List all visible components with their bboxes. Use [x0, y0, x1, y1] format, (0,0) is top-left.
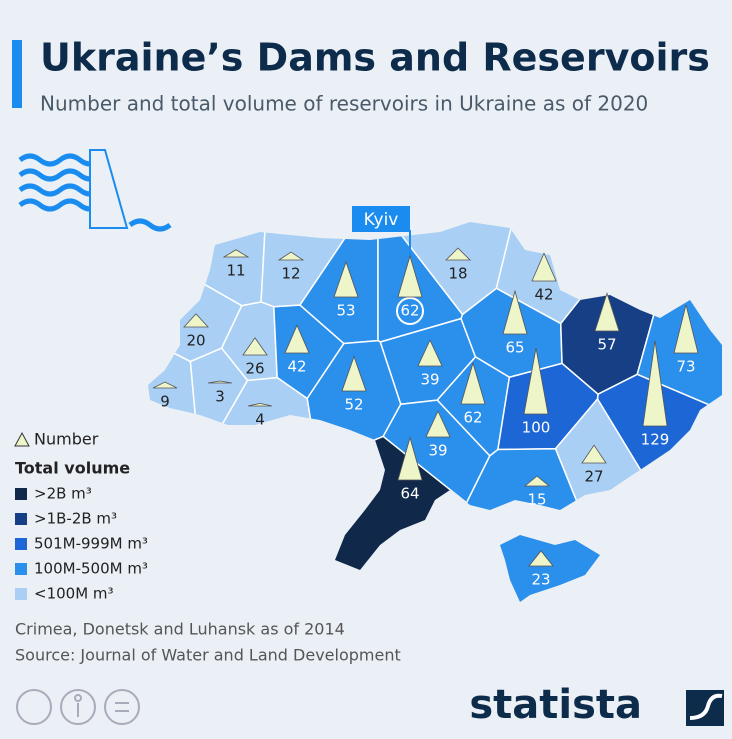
- number-triangle: [594, 292, 620, 332]
- subtitle: Number and total volume of reservoirs in…: [40, 92, 648, 116]
- number-triangle: [284, 324, 310, 354]
- number-label: 27: [584, 468, 603, 486]
- legend-title: Total volume: [15, 459, 130, 478]
- number-triangle: [397, 436, 423, 481]
- legend-label: 100M-500M m³: [34, 560, 148, 578]
- number-triangle: [183, 313, 209, 328]
- number-label: 100: [522, 419, 551, 437]
- number-label: 42: [534, 286, 553, 304]
- legend-triangle: [14, 431, 30, 447]
- number-label: 42: [287, 358, 306, 376]
- legend: Number Total volume >2B m³ >1B-2B m³ 501M-…: [14, 430, 148, 603]
- source: Source: Journal of Water and Land Develo…: [15, 646, 401, 665]
- number-label: 26: [245, 360, 264, 378]
- number-triangle: [642, 340, 668, 427]
- license-icons: [16, 689, 140, 725]
- number-triangle: [523, 347, 549, 415]
- map: [148, 222, 722, 602]
- number-label: 65: [505, 339, 524, 357]
- number-triangle: [523, 475, 551, 487]
- number-label: 23: [531, 571, 550, 589]
- number-triangle: [333, 260, 359, 298]
- number-triangle: [460, 361, 486, 405]
- number-label: 53: [336, 302, 355, 320]
- number-triangle: [425, 410, 451, 438]
- number-triangle: [528, 550, 554, 567]
- legend-label: 501M-999M m³: [34, 535, 148, 553]
- legend-swatch: [15, 488, 27, 500]
- number-triangle: [152, 381, 178, 389]
- number-label: 64: [400, 485, 419, 503]
- number-label: 62: [400, 302, 419, 320]
- legend-number: Number: [34, 430, 99, 449]
- legend-label: >1B-2B m³: [34, 510, 117, 528]
- number-label: 39: [420, 371, 439, 389]
- region: [169, 376, 319, 602]
- number-label: 73: [676, 358, 695, 376]
- number-label: 4: [255, 411, 265, 429]
- number-triangle: [207, 380, 233, 384]
- number-triangle: [502, 289, 528, 335]
- brand-logo: [686, 690, 724, 726]
- number-triangle: [341, 355, 367, 392]
- number-label: 52: [344, 396, 363, 414]
- number-triangle: [397, 254, 423, 298]
- number-label: 129: [641, 431, 670, 449]
- number-label: 18: [448, 265, 467, 283]
- number-triangle: [247, 402, 273, 407]
- number-label: 3: [215, 388, 225, 406]
- number-label: 62: [463, 409, 482, 427]
- legend-swatch: [15, 513, 27, 525]
- title: Ukraine’s Dams and Reservoirs: [40, 36, 710, 80]
- number-label: 57: [597, 336, 616, 354]
- kyiv-marker: [396, 297, 424, 325]
- number-triangle: [222, 249, 250, 258]
- number-label: 9: [160, 393, 170, 411]
- legend-swatch: [15, 588, 27, 600]
- number-triangle: [242, 337, 268, 356]
- legend-label: >2B m³: [34, 485, 92, 503]
- number-triangle: [445, 247, 471, 261]
- number-label: 11: [226, 262, 245, 280]
- number-triangle: [531, 252, 557, 282]
- number-label: 12: [281, 265, 300, 283]
- kyiv-label: Kyiv: [364, 210, 399, 230]
- number-triangle: [417, 339, 443, 367]
- markers: Kyiv 11 12 53 62 18 42 20 26 42 52 39 65 57 73 129 9 3 4 62…: [152, 206, 699, 589]
- legend-label: <100M m³: [34, 585, 114, 603]
- water-icon: [18, 149, 172, 232]
- number-triangle: [277, 251, 305, 261]
- region: [422, 519, 722, 602]
- number-label: 15: [527, 491, 546, 509]
- number-label: 20: [186, 332, 205, 350]
- kyiv-label-box: [352, 206, 410, 232]
- legend-swatch: [15, 563, 27, 575]
- title-bar: [12, 40, 22, 108]
- number-triangle: [581, 444, 607, 464]
- number-triangle: [673, 304, 699, 354]
- note: Crimea, Donetsk and Luhansk as of 2014: [15, 620, 345, 639]
- brand: statista: [469, 682, 642, 728]
- legend-swatch: [15, 538, 27, 550]
- number-label: 39: [428, 442, 447, 460]
